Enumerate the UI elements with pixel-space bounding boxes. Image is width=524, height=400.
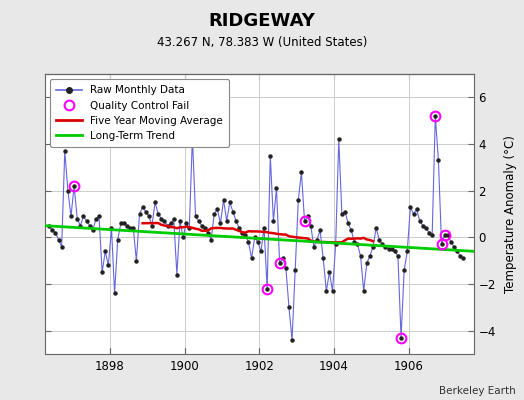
Y-axis label: Temperature Anomaly (°C): Temperature Anomaly (°C) <box>504 135 517 293</box>
Text: 43.267 N, 78.383 W (United States): 43.267 N, 78.383 W (United States) <box>157 36 367 49</box>
Legend: Raw Monthly Data, Quality Control Fail, Five Year Moving Average, Long-Term Tren: Raw Monthly Data, Quality Control Fail, … <box>50 79 230 147</box>
Text: RIDGEWAY: RIDGEWAY <box>209 12 315 30</box>
Text: Berkeley Earth: Berkeley Earth <box>440 386 516 396</box>
